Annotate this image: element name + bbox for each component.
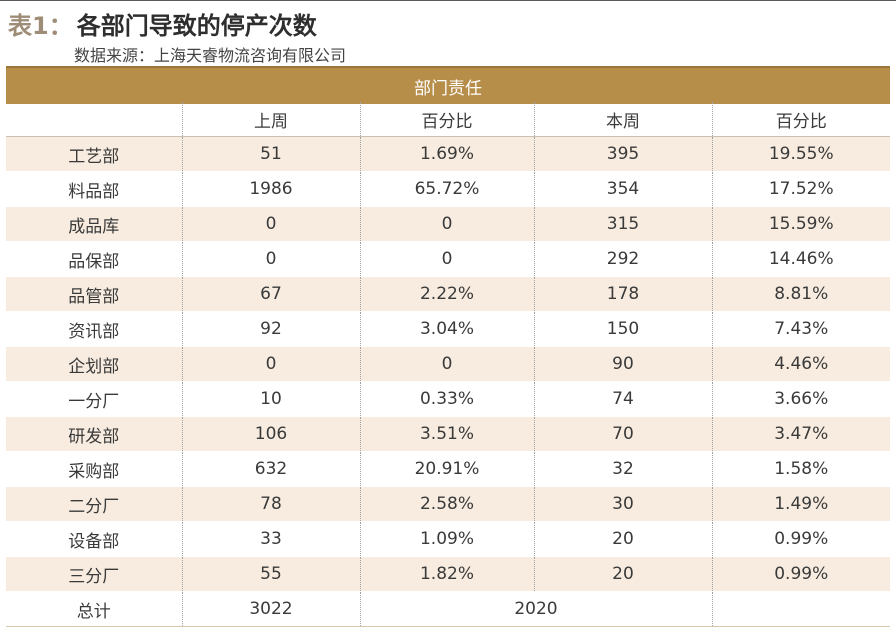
last-week-count-cell: 0 bbox=[181, 241, 360, 277]
data-source: 数据来源：上海天睿物流咨询有限公司 bbox=[74, 46, 347, 65]
this-week-count-cell: 178 bbox=[533, 276, 712, 312]
this-week-count-cell: 74 bbox=[533, 381, 712, 417]
department-cell: 一分厂 bbox=[6, 381, 182, 417]
this-week-count-cell: 20 bbox=[533, 521, 712, 557]
last-week-count-cell: 51 bbox=[181, 136, 360, 172]
last-week-percent-cell: 0.33% bbox=[359, 381, 534, 417]
table-row: 资讯部 92 3.04% 150 7.43% bbox=[6, 311, 890, 347]
table-band-header: 部门责任 bbox=[6, 66, 890, 104]
this-week-count-cell: 32 bbox=[533, 451, 712, 487]
last-week-count-cell: 1986 bbox=[181, 171, 360, 207]
last-week-count-cell: 632 bbox=[181, 451, 360, 487]
last-week-percent-cell: 0 bbox=[359, 346, 534, 382]
department-cell: 资讯部 bbox=[6, 311, 182, 347]
last-week-count-cell: 0 bbox=[181, 206, 360, 242]
last-week-percent-cell: 3.51% bbox=[359, 416, 534, 452]
table-row: 工艺部 51 1.69% 395 19.55% bbox=[6, 136, 890, 172]
last-week-count-cell: 10 bbox=[181, 381, 360, 417]
this-week-count-cell: 315 bbox=[533, 206, 712, 242]
last-week-percent-cell: 2.22% bbox=[359, 276, 534, 312]
this-week-percent-cell: 4.46% bbox=[711, 346, 890, 382]
table-row: 成品库 0 0 315 15.59% bbox=[6, 206, 890, 242]
column-header-last-week-percent: 百分比 bbox=[359, 102, 534, 137]
department-cell: 研发部 bbox=[6, 416, 182, 452]
last-week-count-cell: 55 bbox=[181, 556, 360, 592]
table-row: 研发部 106 3.51% 70 3.47% bbox=[6, 416, 890, 452]
table-row: 品管部 67 2.22% 178 8.81% bbox=[6, 276, 890, 312]
department-cell: 工艺部 bbox=[6, 136, 182, 172]
table-number: 表1： bbox=[8, 11, 73, 40]
last-week-percent-cell: 3.04% bbox=[359, 311, 534, 347]
department-cell: 采购部 bbox=[6, 451, 182, 487]
department-cell: 三分厂 bbox=[6, 556, 182, 592]
last-week-count-cell: 78 bbox=[181, 486, 360, 522]
total-empty-cell bbox=[711, 591, 890, 627]
this-week-percent-cell: 1.49% bbox=[711, 486, 890, 522]
this-week-count-cell: 70 bbox=[533, 416, 712, 452]
department-cell: 企划部 bbox=[6, 346, 182, 382]
last-week-percent-cell: 1.09% bbox=[359, 521, 534, 557]
this-week-percent-cell: 0.99% bbox=[711, 521, 890, 557]
this-week-percent-cell: 14.46% bbox=[711, 241, 890, 277]
this-week-percent-cell: 7.43% bbox=[711, 311, 890, 347]
table-row: 料品部 1986 65.72% 354 17.52% bbox=[6, 171, 890, 207]
last-week-percent-cell: 65.72% bbox=[359, 171, 534, 207]
last-week-count-cell: 0 bbox=[181, 346, 360, 382]
total-last-week-cell: 3022 bbox=[181, 591, 360, 627]
title-row: 表1： 各部门导致的停产次数 bbox=[0, 0, 896, 45]
this-week-count-cell: 395 bbox=[533, 136, 712, 172]
department-cell: 成品库 bbox=[6, 206, 182, 242]
department-cell: 料品部 bbox=[6, 171, 182, 207]
last-week-count-cell: 67 bbox=[181, 276, 360, 312]
this-week-percent-cell: 15.59% bbox=[711, 206, 890, 242]
table-row: 企划部 0 0 90 4.46% bbox=[6, 346, 890, 382]
last-week-count-cell: 106 bbox=[181, 416, 360, 452]
table-row: 采购部 632 20.91% 32 1.58% bbox=[6, 451, 890, 487]
this-week-percent-cell: 19.55% bbox=[711, 136, 890, 172]
last-week-percent-cell: 1.82% bbox=[359, 556, 534, 592]
department-cell: 二分厂 bbox=[6, 486, 182, 522]
column-header-this-week: 本周 bbox=[533, 102, 712, 137]
total-label-cell: 总计 bbox=[6, 591, 182, 627]
this-week-count-cell: 20 bbox=[533, 556, 712, 592]
last-week-percent-cell: 2.58% bbox=[359, 486, 534, 522]
column-header-department bbox=[6, 102, 182, 137]
last-week-percent-cell: 1.69% bbox=[359, 136, 534, 172]
page-title: 各部门导致的停产次数 bbox=[76, 11, 317, 40]
table-row: 设备部 33 1.09% 20 0.99% bbox=[6, 521, 890, 557]
department-cell: 品保部 bbox=[6, 241, 182, 277]
column-header-row: 上周 百分比 本周 百分比 bbox=[6, 102, 890, 137]
this-week-percent-cell: 3.66% bbox=[711, 381, 890, 417]
column-header-last-week: 上周 bbox=[181, 102, 360, 137]
this-week-count-cell: 292 bbox=[533, 241, 712, 277]
this-week-count-cell: 150 bbox=[533, 311, 712, 347]
this-week-percent-cell: 1.58% bbox=[711, 451, 890, 487]
department-cell: 设备部 bbox=[6, 521, 182, 557]
this-week-count-cell: 30 bbox=[533, 486, 712, 522]
this-week-count-cell: 90 bbox=[533, 346, 712, 382]
last-week-percent-cell: 20.91% bbox=[359, 451, 534, 487]
this-week-count-cell: 354 bbox=[533, 171, 712, 207]
stoppage-table: 上周 百分比 本周 百分比 工艺部 51 1.69% 395 19.55% 料品… bbox=[6, 102, 890, 627]
this-week-percent-cell: 0.99% bbox=[711, 556, 890, 592]
this-week-percent-cell: 17.52% bbox=[711, 171, 890, 207]
last-week-percent-cell: 0 bbox=[359, 206, 534, 242]
total-row: 总计 3022 2020 bbox=[6, 591, 890, 627]
table-row: 二分厂 78 2.58% 30 1.49% bbox=[6, 486, 890, 522]
department-cell: 品管部 bbox=[6, 276, 182, 312]
this-week-percent-cell: 3.47% bbox=[711, 416, 890, 452]
column-header-this-week-percent: 百分比 bbox=[711, 102, 890, 137]
this-week-percent-cell: 8.81% bbox=[711, 276, 890, 312]
table-row: 一分厂 10 0.33% 74 3.66% bbox=[6, 381, 890, 417]
last-week-percent-cell: 0 bbox=[359, 241, 534, 277]
total-this-week-cell: 2020 bbox=[359, 591, 712, 627]
table-row: 三分厂 55 1.82% 20 0.99% bbox=[6, 556, 890, 592]
last-week-count-cell: 33 bbox=[181, 521, 360, 557]
table-row: 品保部 0 0 292 14.46% bbox=[6, 241, 890, 277]
last-week-count-cell: 92 bbox=[181, 311, 360, 347]
